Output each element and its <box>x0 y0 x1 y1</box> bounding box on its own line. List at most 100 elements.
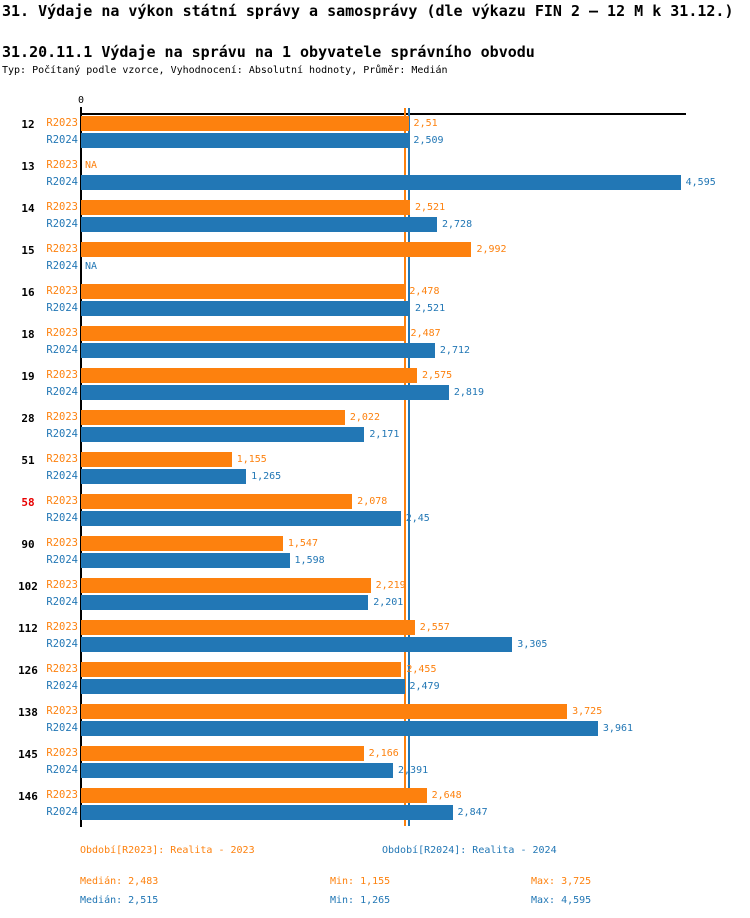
legend-median-2023: Medián: 2,483 <box>80 876 159 887</box>
bar-R2024 <box>81 301 410 316</box>
value-label: 3,961 <box>602 723 634 734</box>
legend-max-2024: Max: 4,595 <box>531 895 592 906</box>
value-label: 2,521 <box>414 202 446 213</box>
value-label: 3,305 <box>517 639 548 650</box>
bar-R2024 <box>81 637 513 652</box>
bar-R2023 <box>81 452 232 467</box>
bar-R2024 <box>81 427 365 442</box>
value-label: 2,51 <box>413 118 438 129</box>
value-label: 4,595 <box>685 177 716 188</box>
series-label-R2024: R2024 <box>46 260 78 272</box>
bar-R2024 <box>81 805 453 820</box>
bar-R2023 <box>81 746 364 761</box>
na-label: NA <box>85 261 98 272</box>
bar-R2024 <box>81 511 401 526</box>
value-label: 2,166 <box>368 748 399 759</box>
row-id-label: 51 <box>21 454 35 467</box>
value-label: 2,078 <box>357 496 388 507</box>
series-label-R2023: R2023 <box>46 789 78 801</box>
series-label-R2023: R2023 <box>46 411 78 423</box>
series-label-R2023: R2023 <box>46 747 78 759</box>
bar-R2024 <box>81 721 598 736</box>
chart-title: 31. Výdaje na výkon státní správy a samo… <box>2 2 734 20</box>
series-label-R2024: R2024 <box>46 428 78 440</box>
value-label: 2,487 <box>410 328 441 339</box>
bar-R2023 <box>81 242 472 257</box>
y-axis-line <box>80 107 82 827</box>
row-id-label: 58 <box>21 496 35 509</box>
bar-R2024 <box>81 679 405 694</box>
value-label: 2,575 <box>422 370 453 381</box>
bar-R2023 <box>81 704 568 719</box>
series-label-R2024: R2024 <box>46 344 78 356</box>
series-label-R2023: R2023 <box>46 663 78 675</box>
bar-R2024 <box>81 175 681 190</box>
row-id-label: 13 <box>21 160 35 173</box>
value-label: 1,155 <box>236 454 267 465</box>
na-label: NA <box>85 160 98 171</box>
value-label: 2,479 <box>409 681 440 692</box>
row-id-label: 138 <box>18 706 38 719</box>
row-id-label: 126 <box>18 664 38 677</box>
row-id-label: 145 <box>18 748 38 761</box>
bar-R2024 <box>81 385 449 400</box>
series-label-R2024: R2024 <box>46 218 78 230</box>
value-label: 2,391 <box>398 765 429 776</box>
series-label-R2023: R2023 <box>46 285 78 297</box>
series-label-R2024: R2024 <box>46 806 78 818</box>
value-label: 2,219 <box>375 580 406 591</box>
median-line-R2023 <box>404 108 406 826</box>
series-label-R2023: R2023 <box>46 705 78 717</box>
bar-R2023 <box>81 536 283 551</box>
series-label-R2023: R2023 <box>46 369 78 381</box>
bar-R2023 <box>81 578 371 593</box>
row-id-label: 15 <box>21 244 35 257</box>
series-label-R2023: R2023 <box>46 243 78 255</box>
value-label: 3,725 <box>572 706 603 717</box>
value-label: 2,201 <box>373 597 404 608</box>
bar-R2024 <box>81 595 369 610</box>
legend-period-2024: Období[R2024]: Realita - 2024 <box>382 845 557 856</box>
bar-R2024 <box>81 133 409 148</box>
value-label: 2,992 <box>476 244 507 255</box>
series-label-R2024: R2024 <box>46 680 78 692</box>
bar-R2024 <box>81 553 290 568</box>
bar-R2023 <box>81 620 415 635</box>
value-label: 1,547 <box>287 538 318 549</box>
bar-R2023 <box>81 788 427 803</box>
series-label-R2023: R2023 <box>46 621 78 633</box>
row-id-label: 112 <box>18 622 38 635</box>
value-label: 1,598 <box>294 555 325 566</box>
series-label-R2023: R2023 <box>46 159 78 171</box>
row-id-label: 16 <box>21 286 35 299</box>
row-id-label: 90 <box>21 538 35 551</box>
bar-R2023 <box>81 200 410 215</box>
value-label: 2,648 <box>431 790 462 801</box>
chart-subtitle: 31.20.11.1 Výdaje na správu na 1 obyvate… <box>2 43 535 61</box>
legend-min-2024: Min: 1,265 <box>330 895 391 906</box>
bar-R2023 <box>81 326 406 341</box>
value-label: 2,455 <box>406 664 437 675</box>
series-label-R2024: R2024 <box>46 470 78 482</box>
axis-zero-label: 0 <box>77 95 85 106</box>
series-label-R2024: R2024 <box>46 176 78 188</box>
series-label-R2023: R2023 <box>46 327 78 339</box>
series-label-R2024: R2024 <box>46 302 78 314</box>
value-label: 1,265 <box>251 471 282 482</box>
value-label: 2,45 <box>405 513 430 524</box>
row-id-label: 14 <box>21 202 35 215</box>
value-label: 2,819 <box>453 387 484 398</box>
series-label-R2024: R2024 <box>46 722 78 734</box>
bar-R2023 <box>81 494 353 509</box>
bar-R2024 <box>81 469 247 484</box>
row-id-label: 19 <box>21 370 35 383</box>
value-label: 2,847 <box>457 807 488 818</box>
value-label: 2,712 <box>439 345 471 356</box>
series-label-R2023: R2023 <box>46 495 78 507</box>
series-label-R2024: R2024 <box>46 596 78 608</box>
series-label-R2024: R2024 <box>46 638 78 650</box>
value-label: 2,557 <box>419 622 450 633</box>
value-label: 2,521 <box>414 303 446 314</box>
bar-R2023 <box>81 410 345 425</box>
grouped-bar-chart: 0 12 R2023 2,51 R2024 2,509 13 R2023 NA R2024 4,5… <box>18 95 716 827</box>
